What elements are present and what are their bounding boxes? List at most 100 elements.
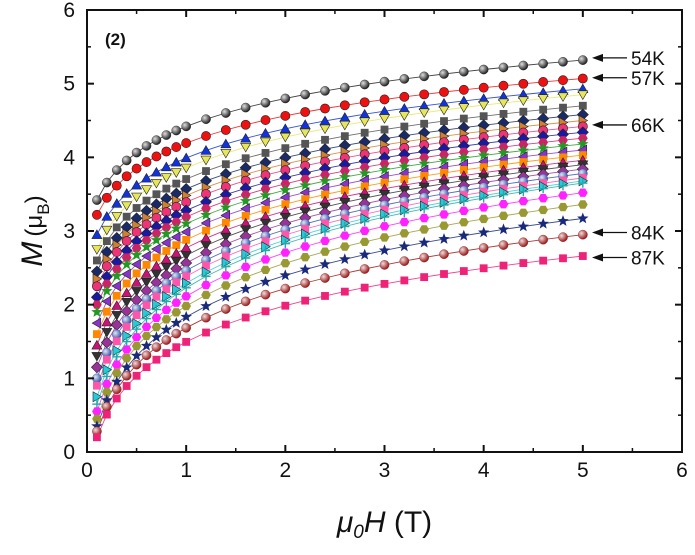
x-axis-title-subscript: 0 <box>353 522 364 543</box>
series-12-point <box>299 187 310 199</box>
series-18-point <box>321 219 329 228</box>
series-1-point <box>102 177 112 188</box>
series-1-point <box>171 125 182 136</box>
series-23-point <box>478 226 490 238</box>
series-1-point <box>151 135 162 145</box>
series-2-point <box>151 151 162 162</box>
series-11-point <box>170 222 182 234</box>
series-25-point <box>221 320 230 329</box>
series-18-point <box>380 205 389 214</box>
x-tick-label: 2 <box>279 459 291 482</box>
series-21-point <box>340 231 350 240</box>
series-22-point <box>111 368 122 378</box>
series-23-point <box>537 217 549 229</box>
series-18-point <box>539 179 548 188</box>
series-1-point <box>121 155 132 166</box>
series-24-point <box>240 296 251 307</box>
series-1-point <box>161 130 172 140</box>
series-10-point <box>379 159 390 168</box>
series-13-point <box>261 205 270 214</box>
x-axis-title-unit: (T) <box>386 506 433 539</box>
series-2-point <box>280 110 291 121</box>
series-18-point <box>340 214 349 223</box>
series-11-point <box>259 189 272 201</box>
series-23-point <box>378 244 391 256</box>
series-11-point <box>319 175 331 186</box>
series-12-point <box>161 237 171 249</box>
series-22-point <box>359 237 370 246</box>
series-13-point <box>301 195 310 204</box>
series-11-point <box>478 149 490 161</box>
series-2-point <box>121 171 132 182</box>
series-21-point <box>161 305 172 315</box>
series-10-point <box>300 174 310 184</box>
annotation-arrowhead <box>592 120 603 129</box>
series-1-point <box>92 195 102 205</box>
series-4-point <box>398 111 410 121</box>
series-5-point <box>281 144 290 153</box>
series-4-point <box>557 92 569 102</box>
series-2-point <box>458 84 469 95</box>
x-tick-label: 0 <box>81 459 93 482</box>
series-12-point <box>91 317 102 329</box>
series-10-point <box>141 236 152 245</box>
series-22-point <box>92 414 102 423</box>
series-18-point <box>152 292 161 301</box>
series-21-point <box>558 191 568 200</box>
series-11-point <box>220 201 232 213</box>
series-2-point <box>518 78 529 89</box>
series-5-point <box>459 114 468 123</box>
series-21-point <box>280 248 291 257</box>
series-18-point <box>172 278 181 287</box>
series-20-point <box>360 217 370 227</box>
series-11-point <box>557 140 569 151</box>
series-4-point <box>478 101 490 111</box>
series-12-point <box>220 209 230 221</box>
series-11-point <box>160 228 172 239</box>
series-8-point <box>111 247 122 257</box>
series-5-point <box>93 256 101 265</box>
series-24-point <box>141 350 152 361</box>
series-23-point <box>517 220 529 232</box>
series-23-point <box>418 236 430 248</box>
series-22-point <box>161 315 172 324</box>
series-24-point <box>102 401 112 412</box>
series-3-point <box>200 144 212 155</box>
series-11-point <box>537 142 549 154</box>
series-4-point <box>91 245 103 255</box>
series-4-point <box>259 137 272 148</box>
series-5-point <box>519 107 528 116</box>
annotation-label: 87K <box>631 249 665 270</box>
series-11-point <box>398 160 410 172</box>
series-24-point <box>439 249 449 259</box>
series-1-point <box>379 76 390 87</box>
series-20-point <box>578 178 588 188</box>
series-10-point <box>538 138 548 147</box>
series-20-point <box>221 262 231 272</box>
tick-labels: 0 1 2 3 4 5 6 0 1 2 3 4 5 6 <box>63 0 688 482</box>
series-20-point <box>102 371 112 382</box>
series-12-point <box>151 243 161 255</box>
series-2-point <box>201 131 211 141</box>
series-5-point <box>479 112 488 121</box>
series-22-point <box>141 331 152 341</box>
series-4-point <box>319 124 331 135</box>
y-axis-title-mu: (μ <box>21 215 48 237</box>
series-4-point <box>517 96 529 107</box>
series-25-point <box>172 343 181 352</box>
series-11-point <box>418 157 430 169</box>
series-25-point <box>241 313 250 322</box>
series-2-point <box>220 125 231 135</box>
series-13-point <box>112 291 121 300</box>
series-24-point <box>578 229 588 240</box>
series-24-point <box>151 342 162 352</box>
series-1-point <box>578 55 588 65</box>
series-15-point <box>140 277 153 288</box>
series-15-point <box>170 256 182 267</box>
series-25-point <box>380 279 389 288</box>
series-23-point <box>130 349 143 361</box>
series-22-point <box>459 218 469 227</box>
series-14-point <box>180 242 192 252</box>
data-markers <box>90 55 589 442</box>
